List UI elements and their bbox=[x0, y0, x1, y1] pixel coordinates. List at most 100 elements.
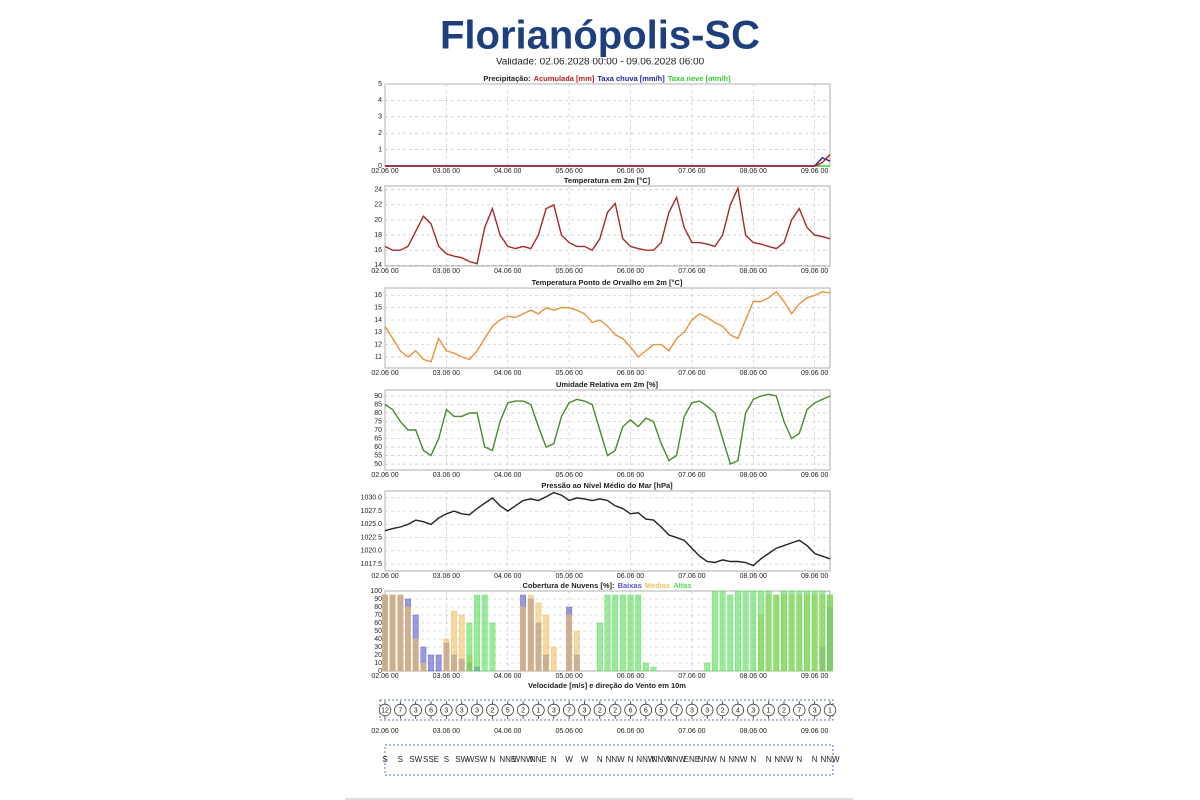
x-tick-label: 05.06 00 bbox=[556, 268, 583, 275]
wind-speed: 3 bbox=[813, 707, 817, 714]
panel-title: Velocidade [m/s] e direção do Vento em 1… bbox=[528, 681, 686, 690]
x-tick-label: 05.06 00 bbox=[556, 728, 583, 735]
x-tick-label: 08.06 00 bbox=[740, 168, 767, 175]
x-tick-label: 09.06 00 bbox=[801, 728, 828, 735]
x-tick-label: 06.06 00 bbox=[617, 728, 644, 735]
wind-direction: N bbox=[812, 755, 818, 764]
wind-speed: 3 bbox=[751, 707, 755, 714]
direction-box bbox=[384, 744, 834, 776]
cloud-bar bbox=[428, 654, 434, 672]
cloud-bar bbox=[481, 594, 488, 672]
wind-direction: N bbox=[597, 755, 603, 764]
y-tick-label: 80 bbox=[374, 604, 382, 611]
cloud-bar bbox=[543, 614, 550, 672]
cloud-bar bbox=[773, 594, 780, 672]
y-tick-label: 1 bbox=[378, 146, 382, 153]
cloud-bar bbox=[451, 610, 457, 672]
panel-title: Precipitação: Acumulada [mm] Taxa chuva [m… bbox=[483, 74, 731, 83]
x-tick-label: 06.06 00 bbox=[617, 168, 644, 175]
x-tick-label: 04.06 00 bbox=[494, 673, 521, 680]
wind-speed: 7 bbox=[675, 707, 679, 714]
wind-direction: NNW bbox=[636, 755, 656, 764]
x-tick-label: 02.06 00 bbox=[371, 728, 398, 735]
y-tick-label: 75 bbox=[374, 418, 382, 425]
cloud-bar bbox=[527, 594, 534, 672]
y-tick-label: 0 bbox=[378, 163, 382, 170]
y-tick-label: 11 bbox=[375, 354, 382, 361]
wind-direction: N bbox=[490, 755, 496, 764]
cloud-bar bbox=[781, 590, 787, 672]
x-tick-label: 02.06 00 bbox=[371, 168, 398, 175]
wind-speed-circle bbox=[701, 703, 714, 717]
wind-speed: 3 bbox=[414, 707, 418, 714]
x-tick-label: 04.06 00 bbox=[494, 268, 521, 275]
y-tick-label: 13 bbox=[374, 329, 382, 336]
y-tick-label: 40 bbox=[374, 636, 382, 643]
x-tick-label: 04.06 00 bbox=[494, 370, 521, 377]
x-tick-label: 09.06 00 bbox=[801, 573, 828, 580]
wind-direction: NNW bbox=[820, 755, 840, 764]
cloud-bar bbox=[612, 594, 619, 672]
x-tick-label: 03.06 00 bbox=[433, 168, 460, 175]
wind-speed: 2 bbox=[613, 707, 617, 714]
x-tick-label: 06.06 00 bbox=[617, 573, 644, 580]
wind-speed: 1 bbox=[767, 707, 771, 714]
legend-entry: Altas bbox=[673, 581, 691, 590]
wind-speed-circle bbox=[762, 703, 775, 717]
cloud-bar bbox=[642, 662, 649, 672]
legend-entry: Medias bbox=[645, 581, 670, 590]
wind-speed: 6 bbox=[644, 707, 648, 714]
wind-speed-circle bbox=[501, 703, 514, 717]
x-tick-label: 07.06 00 bbox=[678, 673, 705, 680]
wind-direction: SW bbox=[409, 755, 422, 764]
x-tick-label: 03.06 00 bbox=[433, 370, 460, 377]
cloud-bar bbox=[596, 622, 603, 672]
y-tick-label: 15 bbox=[374, 305, 382, 312]
y-tick-label: 90 bbox=[374, 596, 382, 603]
x-tick-label: 05.06 00 bbox=[556, 673, 583, 680]
cloud-bar bbox=[604, 594, 611, 672]
y-tick-label: 2 bbox=[378, 130, 382, 137]
y-tick-label: 100 bbox=[370, 588, 382, 595]
x-tick-label: 02.06 00 bbox=[371, 573, 398, 580]
cloud-bar bbox=[466, 622, 473, 672]
wind-speed-circle bbox=[470, 703, 484, 717]
x-tick-label: 07.06 00 bbox=[678, 168, 705, 175]
cloud-bar bbox=[397, 594, 404, 672]
y-tick-label: 12 bbox=[374, 341, 382, 348]
x-tick-label: 06.06 00 bbox=[617, 268, 644, 275]
y-tick-label: 16 bbox=[374, 292, 382, 299]
wind-direction: NNW bbox=[728, 755, 748, 764]
cloud-bar bbox=[573, 630, 580, 672]
cloud-bar bbox=[443, 638, 450, 672]
cloud-bar bbox=[550, 646, 557, 672]
wind-speed-circle bbox=[486, 703, 499, 717]
wind-direction: WSW bbox=[467, 755, 488, 764]
y-tick-label: 50 bbox=[374, 461, 382, 468]
wind-direction: N bbox=[628, 755, 634, 764]
wind-direction: NNW bbox=[606, 755, 626, 764]
x-tick-label: 06.06 00 bbox=[617, 673, 644, 680]
wind-direction: SW bbox=[455, 755, 468, 764]
x-tick-label: 07.06 00 bbox=[678, 370, 705, 377]
wind-speed: 2 bbox=[782, 707, 786, 714]
x-tick-label: 02.06 00 bbox=[371, 673, 398, 680]
wind-speed: 3 bbox=[460, 707, 464, 714]
wind-direction: N bbox=[750, 755, 756, 764]
y-tick-label: 1020.0 bbox=[361, 548, 383, 555]
wind-direction: NNW bbox=[652, 755, 672, 764]
wind-speed-circle bbox=[655, 703, 668, 717]
cloud-bar bbox=[765, 590, 772, 672]
wind-speed-circle bbox=[562, 703, 576, 717]
y-tick-label: 90 bbox=[374, 393, 382, 400]
y-tick-label: 70 bbox=[374, 612, 382, 619]
x-tick-label: 07.06 00 bbox=[678, 472, 705, 479]
y-tick-label: 1030.0 bbox=[361, 495, 383, 502]
wind-speed: 3 bbox=[705, 707, 709, 714]
legend-entry: Baixas bbox=[618, 581, 642, 590]
y-tick-label: 14 bbox=[374, 317, 382, 324]
panel-title-text: Pressão ao Nível Médio do Mar [hPa] bbox=[541, 481, 673, 490]
wind-speed: 2 bbox=[521, 707, 525, 714]
x-tick-label: 08.06 00 bbox=[740, 573, 767, 580]
y-tick-label: 1025.0 bbox=[361, 521, 383, 528]
